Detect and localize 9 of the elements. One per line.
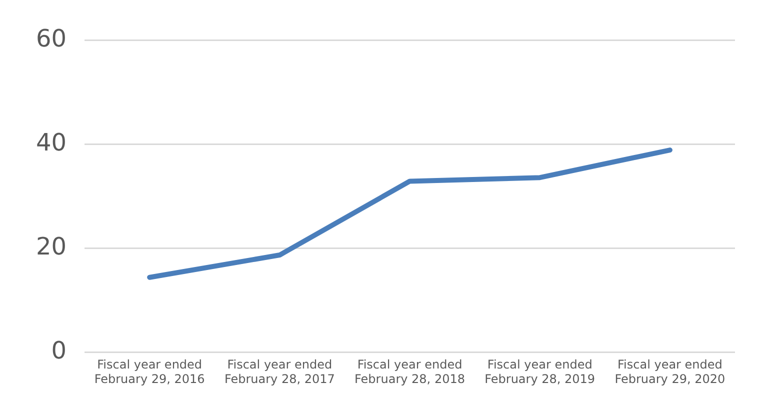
x-tick-label: Fiscal year ended February 29, 2020: [614, 358, 726, 386]
y-tick-label: 40: [36, 128, 67, 157]
x-tick-label: Fiscal year ended February 28, 2019: [484, 358, 596, 386]
x-tick-label: Fiscal year ended February 29, 2016: [94, 358, 205, 386]
y-tick-label: 0: [51, 336, 67, 364]
y-tick-label: 20: [36, 232, 67, 260]
y-tick-label: 60: [36, 24, 67, 53]
x-tick-label: Fiscal year ended February 28, 2018: [354, 358, 465, 386]
x-tick-label: Fiscal year ended February 28, 2017: [224, 358, 335, 386]
